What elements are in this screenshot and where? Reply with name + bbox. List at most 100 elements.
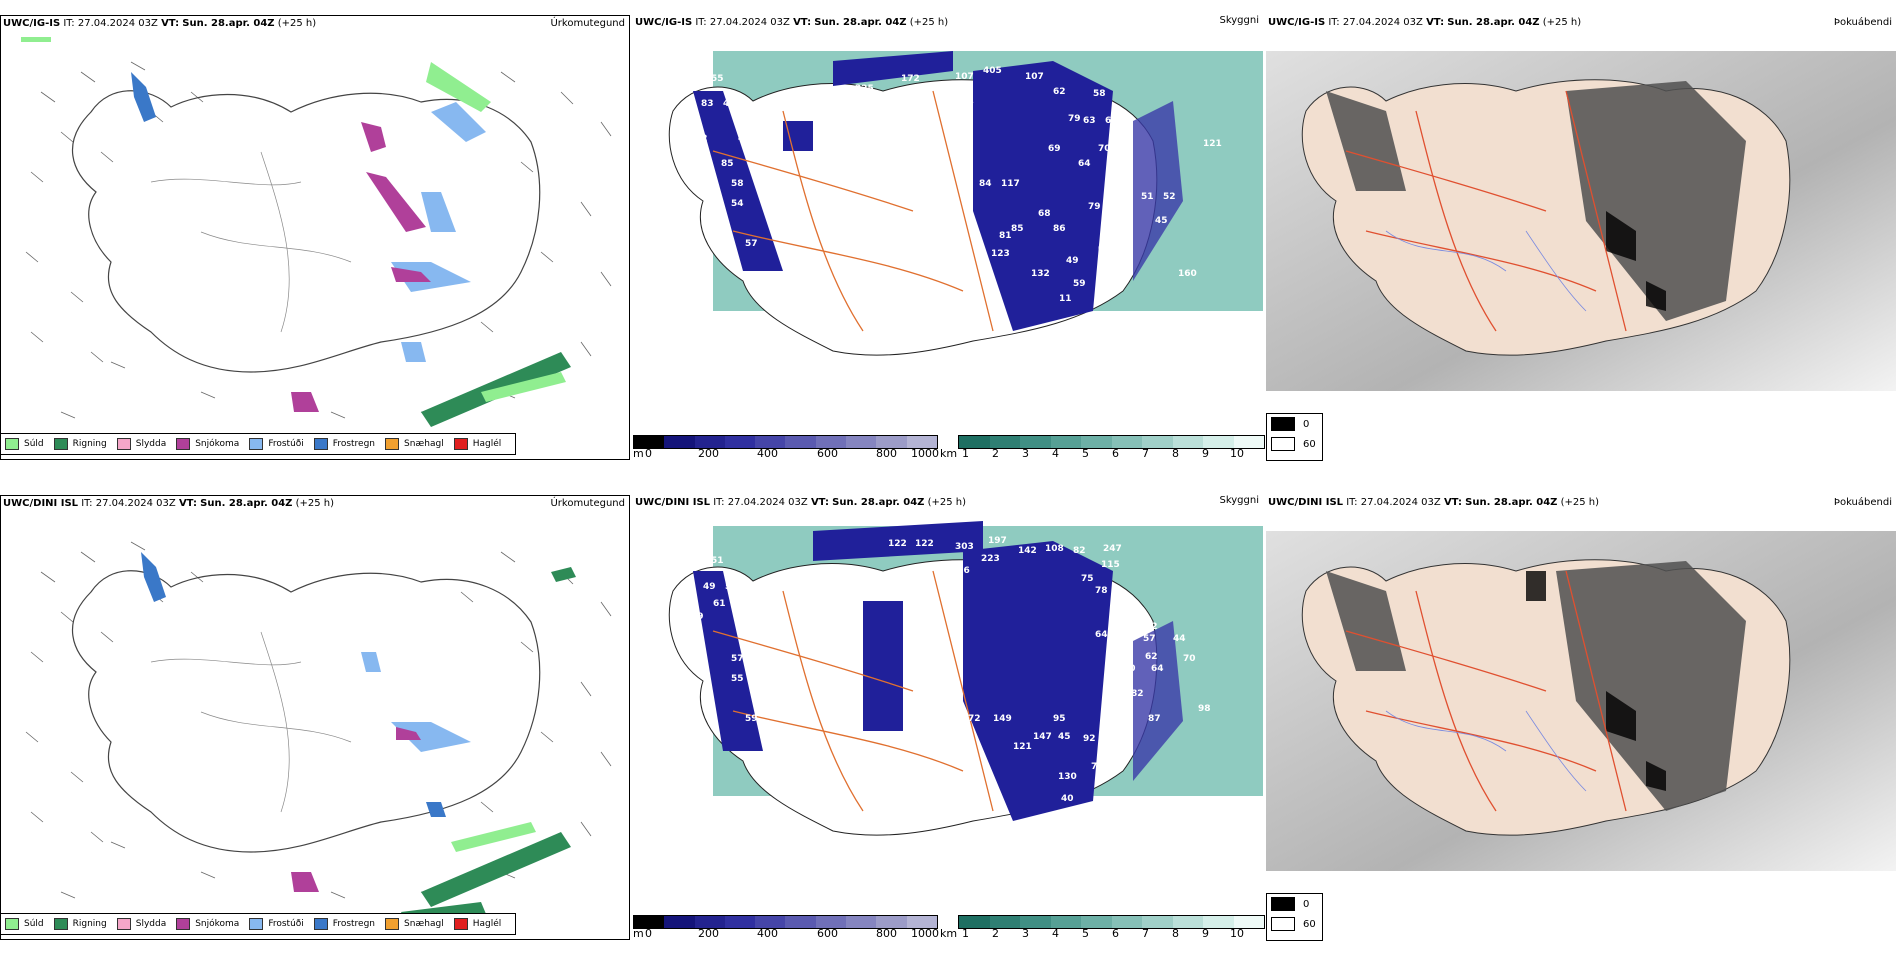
colorbar-cell bbox=[1233, 916, 1264, 928]
scale-tick: 400 bbox=[757, 927, 778, 940]
scale-tick: 1 bbox=[962, 447, 969, 460]
legend-item: Snæhagl bbox=[385, 918, 444, 930]
vis-label: 62 bbox=[1145, 652, 1158, 662]
vis-label: 76 bbox=[751, 689, 764, 699]
vis-label: 37 bbox=[938, 869, 951, 879]
colorbar-cell bbox=[694, 916, 725, 928]
scale-tick: 800 bbox=[876, 447, 897, 460]
fog-legend-row: 60 bbox=[1267, 434, 1322, 454]
scale-tick: 3 bbox=[1022, 927, 1029, 940]
vis-label: 107 bbox=[1025, 72, 1044, 82]
vis-label: 45 bbox=[738, 612, 751, 622]
vis-label: 143 bbox=[865, 572, 884, 582]
colorbar-cell bbox=[959, 436, 990, 448]
vis-label: 138 bbox=[881, 572, 900, 582]
vis-label: 59 bbox=[745, 714, 758, 724]
vis-label: 211 bbox=[955, 96, 974, 106]
colorbar-cell bbox=[1233, 436, 1264, 448]
colorbar-cell bbox=[1142, 436, 1173, 448]
colorbar-cell bbox=[876, 916, 907, 928]
vis-label: 121 bbox=[1013, 742, 1032, 752]
vis-label: 52 bbox=[1163, 192, 1176, 202]
vis-label: 84 bbox=[979, 179, 992, 189]
legend-swatch bbox=[313, 918, 328, 930]
colorbar-cell bbox=[1203, 436, 1234, 448]
scale-tick: 1000 bbox=[911, 447, 939, 460]
legend-item: Haglél bbox=[453, 438, 501, 450]
scale-tick: 400 bbox=[757, 447, 778, 460]
colorbar-cell bbox=[1081, 916, 1112, 928]
colorbar-cell bbox=[846, 916, 877, 928]
vis-colorbar-km bbox=[958, 915, 1265, 929]
colorbar-cell bbox=[1020, 916, 1051, 928]
colorbar-cell bbox=[1050, 436, 1081, 448]
vis-ticks-km: km 1 2 3 4 5 6 7 8 9 10 bbox=[940, 447, 1263, 460]
colorbar-cell bbox=[785, 436, 816, 448]
colorbar-cell bbox=[634, 436, 665, 448]
colorbar-cell bbox=[694, 436, 725, 448]
vis-label: 52 bbox=[1145, 622, 1158, 632]
vis-label: 122 bbox=[888, 539, 907, 549]
vis-label: 73 bbox=[1091, 762, 1104, 772]
colorbar-cell bbox=[1081, 436, 1112, 448]
vis-label: 85 bbox=[1011, 224, 1024, 234]
vis-label: 85 bbox=[721, 159, 734, 169]
visibility-map-ig: 55 83 44 62 48 85 58 54 57 225 172 230 1… bbox=[668, 51, 1263, 404]
legend-label: Slydda bbox=[135, 919, 167, 929]
vis-colorbar-m bbox=[633, 435, 938, 449]
colorbar-cell bbox=[1172, 436, 1203, 448]
colorbar-cell bbox=[664, 916, 695, 928]
vis-label: 126 bbox=[951, 566, 970, 576]
colorbar-cell bbox=[1020, 436, 1051, 448]
vis-label: 92 bbox=[1083, 734, 1096, 744]
legend-swatch bbox=[116, 918, 131, 930]
scale-tick: 4 bbox=[1052, 447, 1059, 460]
vis-label: 147 bbox=[1033, 732, 1052, 742]
vis-label: 83 bbox=[701, 99, 714, 109]
vis-label: 51 bbox=[711, 556, 724, 566]
vis-label: 64 bbox=[1078, 159, 1091, 169]
precip-map-frame: UWC/IG-IS IT: 27.04.2024 03Z VT: Sun. 28… bbox=[0, 15, 630, 460]
vis-label: 81 bbox=[999, 231, 1012, 241]
vis-label: 63 bbox=[1083, 116, 1096, 126]
vis-label: 74 bbox=[1109, 164, 1122, 174]
vis-label: 64 bbox=[1151, 664, 1164, 674]
fog-legend-row: 0 bbox=[1267, 894, 1322, 914]
scale-tick: 2 bbox=[992, 927, 999, 940]
vis-label: 57 bbox=[745, 239, 758, 249]
scale-tick: 1000 bbox=[911, 927, 939, 940]
vis-label: 78 bbox=[1095, 586, 1108, 596]
legend-item: Frostregn bbox=[313, 918, 376, 930]
legend-swatch bbox=[53, 438, 68, 450]
vis-label: 11 bbox=[1059, 294, 1072, 304]
legend-swatch bbox=[5, 918, 19, 930]
vis-label: 86 bbox=[1053, 224, 1066, 234]
scale-tick: 800 bbox=[876, 927, 897, 940]
precip-legend: Súld Rigning Slydda Snjókoma Frostúði Fr… bbox=[0, 433, 517, 455]
legend-label: Frostregn bbox=[332, 919, 376, 929]
legend-label: 60 bbox=[1303, 918, 1316, 930]
visibility-map-dini: 51 49 57 61 69 71 45 57 55 76 59 122 122… bbox=[668, 521, 1263, 879]
legend-swatch bbox=[176, 918, 191, 930]
fog-panel-ig: UWC/IG-IS IT: 27.04.2024 03Z VT: Sun. 28… bbox=[1266, 15, 1896, 475]
vis-label: 70 bbox=[1183, 654, 1196, 664]
colorbar-cell bbox=[1111, 436, 1142, 448]
vis-label: 71 bbox=[1121, 142, 1134, 152]
vis-label: 107 bbox=[955, 72, 974, 82]
colorbar-cell bbox=[846, 436, 877, 448]
colorbar-cell bbox=[989, 436, 1020, 448]
precip-panel-dini: UWC/DINI ISL IT: 27.04.2024 03Z VT: Sun.… bbox=[0, 495, 630, 955]
legend-item: Rigning bbox=[53, 918, 107, 930]
vis-label: 44 bbox=[723, 99, 736, 109]
legend-swatch bbox=[249, 918, 264, 930]
vis-label: 49 bbox=[1066, 256, 1079, 266]
vis-label: 72 bbox=[968, 714, 981, 724]
legend-swatch bbox=[1271, 437, 1295, 451]
vis-label: 60 bbox=[1123, 664, 1136, 674]
vis-label: 130 bbox=[1058, 772, 1077, 782]
legend-swatch bbox=[453, 918, 468, 930]
legend-label: Haglél bbox=[472, 919, 502, 929]
vis-label: 225 bbox=[855, 84, 874, 94]
scale-unit: km bbox=[940, 927, 958, 940]
header-info: UWC/DINI ISL IT: 27.04.2024 03Z VT: Sun.… bbox=[1268, 497, 1600, 508]
